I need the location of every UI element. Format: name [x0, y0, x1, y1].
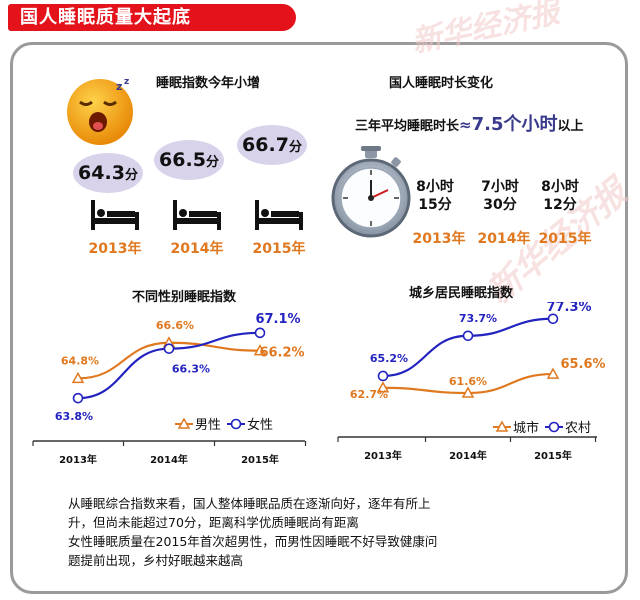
- x-tick-label: 2015年: [241, 453, 279, 466]
- data-point: [462, 330, 474, 342]
- data-point: [72, 392, 84, 404]
- index-value-2015: 66.7分: [237, 125, 307, 165]
- legend-label: 女性: [247, 417, 273, 433]
- data-label: 62.7%: [350, 388, 388, 401]
- duration-2014: 7小时 30分: [470, 178, 530, 214]
- data-label: 63.8%: [55, 410, 93, 423]
- average-duration: 三年平均睡眠时长≈7.5个小时以上: [355, 110, 584, 136]
- bed-icon: [173, 200, 221, 230]
- data-point: [71, 371, 85, 384]
- banner-title: 国人睡眠质量大起底: [8, 4, 296, 31]
- data-label: 66.3%: [172, 363, 210, 376]
- legend-marker: [177, 417, 191, 429]
- urban-rural-sleep-index-chart: 2013年 2014年 2015年 62.7% 61.6% 65.6% 65.2% 73.7%…: [337, 302, 606, 462]
- data-label: 66.6%: [156, 319, 194, 332]
- duration-2015: 8小时 12分: [530, 178, 590, 214]
- data-point: [253, 344, 267, 356]
- duration-year-2013: 2013年: [412, 231, 466, 247]
- data-point: [377, 370, 389, 382]
- duration-minutes: 15分: [418, 197, 452, 213]
- data-label: 73.7%: [459, 312, 497, 325]
- duration-hours: 7小时: [481, 179, 519, 195]
- bed-icon: [255, 200, 303, 230]
- data-point: [546, 367, 560, 379]
- svg-text:z: z: [124, 77, 129, 87]
- svg-text:z: z: [116, 80, 122, 93]
- index-year-2014: 2014年: [170, 241, 224, 257]
- series-line-农村: [382, 317, 554, 378]
- x-tick-label: 2014年: [150, 453, 188, 466]
- duration-hours: 8小时: [541, 179, 579, 195]
- data-point: [163, 343, 175, 354]
- average-suffix: 以上: [557, 119, 584, 134]
- duration-hours: 8小时: [416, 179, 454, 195]
- data-point: [461, 386, 475, 398]
- duration-year-2015: 2015年: [538, 231, 592, 247]
- legend-marker: [495, 420, 509, 432]
- x-tick-label: 2013年: [59, 453, 97, 466]
- index-year-2013: 2013年: [88, 241, 142, 257]
- legend-label: 男性: [195, 418, 221, 433]
- index-value-2014: 66.5分: [154, 140, 224, 180]
- x-tick-label: 2013年: [364, 449, 402, 462]
- index-section-title: 睡眠指数今年小增: [156, 76, 261, 91]
- index-unit: 分: [124, 168, 138, 183]
- index-value: 64.3: [78, 162, 125, 184]
- duration-minutes: 30分: [483, 197, 517, 213]
- x-tick-label: 2015年: [534, 449, 572, 462]
- stopwatch-icon: [331, 146, 411, 238]
- index-value: 66.5: [159, 149, 206, 171]
- average-value: 7.5个小时: [471, 114, 558, 135]
- duration-2013: 8小时 15分: [405, 178, 465, 214]
- approx-sign: ≈: [459, 116, 472, 134]
- index-unit: 分: [288, 140, 302, 155]
- legend-marker: [548, 421, 560, 433]
- average-prefix: 三年平均睡眠时长: [355, 119, 460, 134]
- data-label: 64.8%: [61, 354, 99, 367]
- legend-marker: [230, 418, 242, 430]
- data-point: [376, 381, 390, 393]
- data-point: [254, 327, 266, 339]
- data-point: [547, 313, 559, 325]
- data-label: 66.2%: [259, 346, 304, 361]
- summary-line: 从睡眠综合指数来看，国人整体睡眠品质在逐渐向好，逐年有所上: [68, 496, 431, 511]
- data-label: 65.6%: [560, 357, 605, 372]
- index-unit: 分: [205, 155, 219, 170]
- bed-icon: [91, 200, 139, 230]
- duration-minutes: 12分: [543, 197, 577, 213]
- gender-chart-title: 不同性别睡眠指数: [132, 290, 237, 305]
- summary-line: 题提前出现，乡村好眠越来越高: [68, 553, 244, 568]
- legend-label: 农村: [565, 421, 591, 436]
- urban-rural-chart-title: 城乡居民睡眠指数: [409, 286, 514, 301]
- summary-line: 女性睡眠质量在2015年首次超男性，而男性因睡眠不好导致健康问: [68, 534, 438, 549]
- gender-sleep-index-chart: 2013年 2014年 2015年 64.8% 66.6% 66.2% 63.8% 66.3%…: [32, 312, 307, 466]
- summary-text: 从睡眠综合指数来看，国人整体睡眠品质在逐渐向好，逐年有所上 升，但尚未能超过70…: [68, 494, 568, 570]
- data-label: 61.6%: [449, 375, 487, 388]
- summary-line: 升，但尚未能超过70分，距离科学优质睡眠尚有距离: [68, 515, 359, 530]
- legend-label: 城市: [513, 420, 539, 436]
- duration-section-title: 国人睡眠时长变化: [389, 76, 494, 91]
- data-label: 65.2%: [370, 352, 408, 365]
- data-label: 67.1%: [255, 312, 300, 327]
- sleepy-face-icon: z z: [67, 77, 133, 145]
- index-year-2015: 2015年: [252, 241, 306, 257]
- content-frame: [10, 42, 628, 594]
- x-tick-label: 2014年: [449, 449, 487, 462]
- index-value: 66.7: [242, 134, 289, 156]
- index-value-2013: 64.3分: [73, 153, 143, 193]
- data-label: 77.3%: [546, 302, 591, 315]
- duration-year-2014: 2014年: [477, 231, 531, 247]
